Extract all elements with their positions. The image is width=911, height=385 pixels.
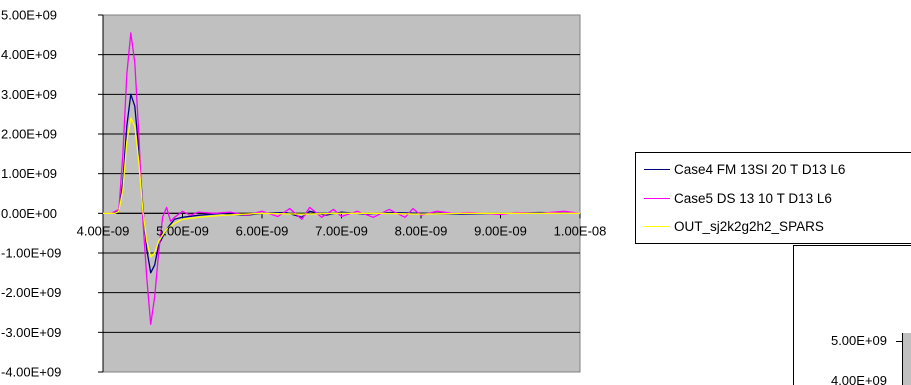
legend-entry: OUT_sj2k2g2h2_SPARS: [644, 216, 824, 236]
y-tick-labels: 5.00E+09 4.00E+09 3.00E+09 2.00E+09 1.00E+09…: [1, 8, 61, 380]
legend-label: Case5 DS 13 10 T D13 L6: [674, 190, 832, 206]
legend-swatch: [644, 225, 670, 227]
x-tick-labels: 4.00E-09 5.00E-09 6.00E-09 7.00E-09 8.00E-09…: [77, 223, 607, 238]
y-tick-label: 1.00E+09: [1, 166, 57, 181]
x-tick-label: 6.00E-09: [236, 223, 289, 238]
y-tick-label: -4.00E+09: [1, 365, 61, 380]
x-tick-label: 1.00E-08: [554, 223, 607, 238]
legend-entry: Case4 FM 13SI 20 T D13 L6: [644, 159, 845, 179]
plot-area: [102, 14, 581, 373]
legend-swatch: [644, 197, 670, 199]
chart-legend: Case4 FM 13SI 20 T D13 L6 Case5 DS 13 10…: [635, 152, 911, 244]
y-tick-label: 2.00E+09: [1, 127, 57, 142]
y-tick-label: 3.00E+09: [1, 87, 57, 102]
x-tick-label: 7.00E-09: [315, 223, 368, 238]
series-line: [103, 117, 580, 258]
y-tick-marks: [98, 14, 103, 373]
legend-label: OUT_sj2k2g2h2_SPARS: [674, 218, 824, 234]
x-tick-label: 4.00E-09: [77, 223, 130, 238]
second-chart-partial: 5.00E+09 4.00E+09: [793, 245, 911, 385]
second-y-tick-mark: [896, 341, 902, 342]
main-chart: 5.00E+09 4.00E+09 3.00E+09 2.00E+09 1.00E+09…: [1, 8, 607, 380]
series-layer: [103, 32, 581, 326]
legend-swatch: [644, 168, 670, 170]
y-tick-label: 0.00E+00: [1, 206, 57, 221]
y-tick-label: -3.00E+09: [1, 325, 61, 340]
y-tick-label: -1.00E+09: [1, 246, 61, 261]
x-tick-label: 9.00E-09: [474, 223, 527, 238]
y-tick-label: 5.00E+09: [830, 333, 887, 348]
legend-label: Case4 FM 13SI 20 T D13 L6: [674, 161, 846, 177]
y-tick-label: -2.00E+09: [1, 285, 61, 300]
y-tick-label: 5.00E+09: [1, 8, 57, 23]
y-tick-label: 4.00E+09: [1, 47, 57, 62]
legend-entry: Case5 DS 13 10 T D13 L6: [644, 188, 832, 208]
second-plot-area: [902, 333, 911, 385]
x-tick-label: 5.00E-09: [156, 223, 209, 238]
y-tick-label: 4.00E+09: [830, 373, 887, 385]
x-tick-label: 8.00E-09: [395, 223, 448, 238]
